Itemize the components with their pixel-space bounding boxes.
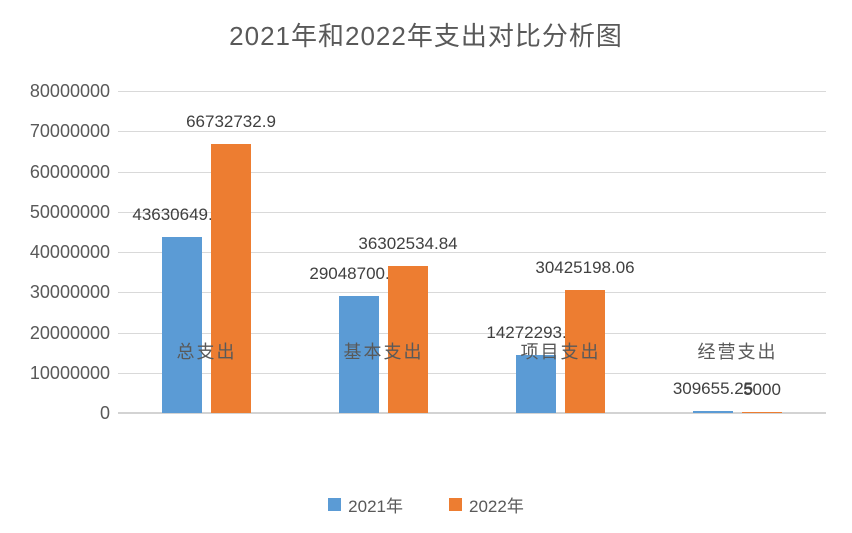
legend-swatch-icon (328, 498, 342, 511)
gridline (118, 292, 826, 293)
value-bar-2021年-经营支出 (693, 411, 733, 413)
y-tick-label: 10000000 (29, 363, 110, 383)
x-category-label-总支出: 总支出 (176, 342, 237, 362)
y-tick-label: 70000000 (29, 121, 110, 141)
gridline (118, 333, 826, 334)
y-tick-label: 20000000 (29, 323, 110, 343)
value-bar-2022年-经营支出 (742, 412, 782, 413)
y-tick-label: 80000000 (29, 81, 110, 101)
data-label-2022年-经营支出: 5000 (743, 380, 781, 399)
gridline (118, 91, 826, 92)
data-label-2021年-基本支出: 29048700.15 (309, 264, 409, 283)
value-bar-2021年-项目支出 (516, 355, 556, 413)
gridline (118, 373, 826, 374)
legend-item-2021年: 2021年 (328, 492, 403, 517)
value-bar-2022年-基本支出 (388, 266, 428, 413)
x-category-label-基本支出: 基本支出 (343, 342, 424, 362)
data-label-2021年-经营支出: 309655.25 (672, 379, 754, 398)
data-label-2021年-总支出: 43630649.08 (132, 205, 232, 224)
x-category-label-经营支出: 经营支出 (697, 342, 778, 362)
y-tick-label: 40000000 (29, 242, 110, 262)
x-axis-line (118, 412, 826, 414)
legend-swatch-icon (449, 498, 462, 511)
y-tick-label: 0 (99, 403, 110, 423)
y-tick-label: 50000000 (29, 202, 110, 222)
y-tick-label: 30000000 (29, 282, 110, 302)
gridline (118, 252, 826, 253)
y-tick-label: 60000000 (29, 162, 110, 182)
chart-title: 2021年和2022年支出对比分析图 (229, 21, 623, 51)
value-bar-2022年-项目支出 (565, 290, 605, 413)
gridline (118, 172, 826, 173)
data-label-2021年-项目支出: 14272293.73 (486, 323, 586, 342)
legend: 2021年 2022年 (0, 492, 852, 517)
legend-item-2022年: 2022年 (449, 492, 524, 517)
plot-area: 43630649.08 66732732.9 29048700.15 36302534… (118, 91, 826, 414)
data-label-2022年-基本支出: 36302534.84 (358, 234, 458, 253)
value-bar-2022年-总支出 (211, 144, 251, 413)
legend-label: 2022年 (469, 497, 524, 516)
data-label-2022年-项目支出: 30425198.06 (535, 258, 635, 277)
data-label-2022年-总支出: 66732732.9 (186, 112, 276, 131)
value-bar-2021年-总支出 (162, 237, 202, 413)
legend-label: 2021年 (348, 497, 403, 516)
x-category-label-项目支出: 项目支出 (520, 342, 601, 362)
gridline (118, 131, 826, 132)
gridline (118, 212, 826, 213)
value-bar-2021年-基本支出 (339, 296, 379, 413)
